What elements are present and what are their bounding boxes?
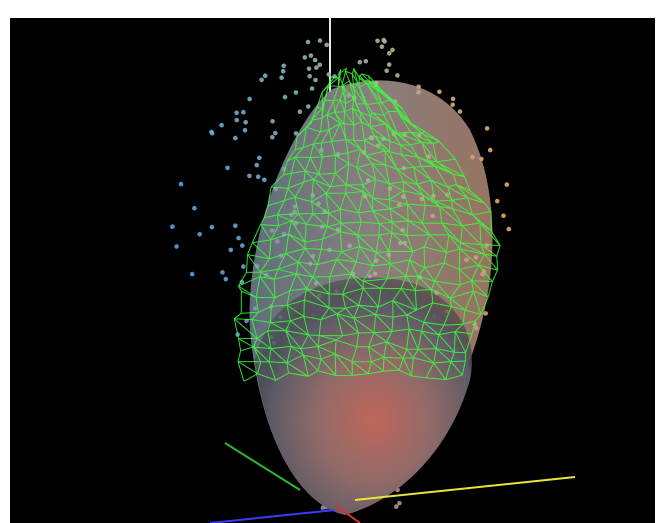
cloud-point bbox=[307, 74, 312, 79]
cloud-point bbox=[324, 43, 329, 48]
cloud-point bbox=[233, 223, 238, 228]
wire-edge bbox=[329, 277, 330, 294]
wire-edge bbox=[340, 223, 341, 232]
cloud-point bbox=[170, 224, 175, 229]
cloud-point bbox=[224, 277, 229, 282]
wire-edge bbox=[491, 211, 492, 231]
page: (() => { const data = JSON.parse(documen… bbox=[0, 0, 664, 523]
cloud-point bbox=[313, 58, 318, 63]
cloud-point bbox=[174, 244, 179, 249]
cloud-point bbox=[306, 104, 311, 109]
cloud-point bbox=[488, 148, 493, 153]
wire-edge bbox=[344, 112, 345, 124]
cloud-point bbox=[259, 78, 264, 83]
cloud-point bbox=[387, 51, 392, 56]
cloud-point bbox=[382, 39, 387, 44]
cloud-point bbox=[247, 97, 252, 102]
cloud-point bbox=[270, 119, 275, 124]
cloud-point bbox=[192, 206, 197, 211]
cloud-point bbox=[327, 72, 332, 77]
cloud-point bbox=[507, 227, 512, 232]
cloud-point bbox=[281, 64, 286, 69]
cloud-point bbox=[240, 243, 245, 248]
cloud-point bbox=[219, 123, 224, 128]
cloud-point bbox=[397, 501, 402, 506]
cloud-point bbox=[210, 225, 215, 230]
cloud-point bbox=[225, 166, 230, 171]
wire-edge bbox=[379, 224, 380, 235]
cloud-point bbox=[279, 75, 284, 80]
cloud-point bbox=[236, 236, 241, 241]
wire-edge bbox=[459, 249, 460, 269]
cloud-point bbox=[254, 163, 259, 168]
cloud-point bbox=[235, 118, 240, 123]
cloud-point bbox=[390, 48, 395, 53]
cloud-point bbox=[358, 60, 363, 65]
cloud-point bbox=[283, 95, 288, 100]
cloud-point bbox=[332, 74, 337, 79]
cloud-point bbox=[262, 178, 267, 183]
cloud-point bbox=[318, 38, 323, 43]
cloud-point bbox=[234, 111, 239, 116]
cloud-point bbox=[229, 248, 234, 253]
cloud-point bbox=[190, 272, 195, 277]
cloud-point bbox=[437, 90, 442, 95]
cloud-point bbox=[310, 86, 315, 91]
render-view bbox=[0, 0, 664, 523]
cloud-point bbox=[257, 156, 262, 161]
cloud-point bbox=[270, 135, 275, 140]
cloud-point bbox=[303, 55, 308, 60]
cloud-point bbox=[313, 78, 318, 83]
cloud-point bbox=[394, 504, 399, 509]
cloud-point bbox=[263, 73, 268, 78]
cloud-point bbox=[220, 270, 225, 275]
wire-edge bbox=[454, 332, 455, 353]
cloud-point bbox=[209, 130, 214, 135]
wire-edge bbox=[271, 306, 272, 322]
cloud-point bbox=[485, 126, 490, 131]
cloud-point bbox=[281, 69, 286, 74]
wire-diag bbox=[322, 92, 323, 107]
wire-edge bbox=[274, 279, 275, 298]
cloud-point bbox=[273, 131, 278, 136]
cloud-point bbox=[375, 39, 380, 44]
cloud-point bbox=[451, 97, 456, 102]
cloud-point bbox=[243, 120, 248, 125]
cloud-point bbox=[495, 199, 500, 204]
cloud-point bbox=[256, 174, 261, 179]
cloud-point bbox=[384, 69, 389, 74]
wire-edge bbox=[452, 200, 453, 208]
cloud-point bbox=[364, 59, 369, 64]
cloud-point bbox=[179, 182, 184, 187]
cloud-point bbox=[505, 182, 510, 187]
cloud-point bbox=[298, 109, 303, 114]
cloud-point bbox=[307, 67, 312, 72]
cloud-point bbox=[380, 44, 385, 49]
cloud-point bbox=[458, 109, 463, 114]
cloud-point bbox=[241, 264, 246, 269]
wire-edge bbox=[424, 247, 425, 268]
cloud-point bbox=[501, 214, 506, 219]
cloud-point bbox=[247, 174, 252, 179]
cloud-point bbox=[233, 136, 238, 141]
cloud-point bbox=[450, 103, 455, 108]
cloud-point bbox=[197, 232, 202, 237]
wire-edge bbox=[401, 145, 402, 155]
cloud-point bbox=[309, 53, 314, 58]
cloud-point bbox=[387, 62, 392, 67]
cloud-point bbox=[243, 128, 248, 133]
cloud-point bbox=[306, 40, 311, 45]
cloud-point bbox=[395, 73, 400, 78]
cloud-point bbox=[318, 63, 323, 68]
cloud-point bbox=[294, 90, 299, 95]
cloud-point bbox=[241, 110, 246, 115]
wire-edge bbox=[335, 354, 336, 376]
